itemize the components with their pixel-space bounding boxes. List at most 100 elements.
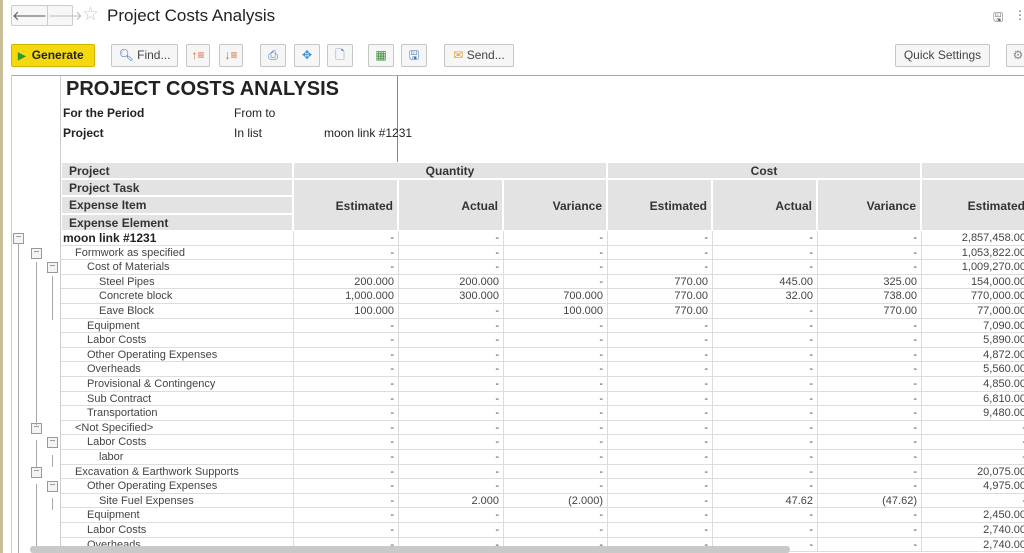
cell: - — [817, 435, 921, 450]
cell: - — [817, 245, 921, 261]
table-row[interactable]: Formwork as specified - - - - - -1,053,822.00 — [61, 245, 1024, 261]
row-label: Site Fuel Expenses — [99, 494, 194, 507]
table-row[interactable]: labor------- — [61, 450, 1024, 465]
cell: - — [712, 464, 817, 480]
table-row[interactable]: Labor Costs------- — [61, 435, 1024, 450]
tree-line — [52, 276, 53, 320]
tree-line — [52, 455, 53, 467]
row-label: Provisional & Contingency — [87, 378, 216, 390]
cell: - — [607, 318, 712, 334]
cell: - — [398, 391, 503, 407]
table-row[interactable]: moon link #1231- - - - - -2,857,458.00 — [61, 231, 1024, 246]
cell: - — [293, 391, 398, 407]
collapse-toggle-icon[interactable]: − — [47, 262, 58, 274]
row-label: Transportation — [87, 407, 158, 420]
settings-icon[interactable]: ⚙ — [1006, 44, 1024, 67]
column-header: Actual — [712, 179, 817, 231]
preview-button[interactable]: 🗋 — [327, 44, 353, 67]
collapse-toggle-icon[interactable]: − — [47, 481, 58, 493]
table-row[interactable]: Equipment - - - - - -7,090.00 — [61, 318, 1024, 334]
table-row[interactable]: Cost of Materials - - - - - -1,009,270.00 — [61, 260, 1024, 275]
cell: 100.000 — [293, 304, 398, 319]
cell: - — [817, 347, 921, 363]
cell: - — [607, 406, 712, 421]
cell: 300.000 — [398, 289, 503, 304]
cell: 770.00 — [607, 289, 712, 304]
cell: 4,850.00 — [921, 377, 1024, 392]
back-button[interactable]: 🡐 — [12, 8, 47, 23]
find-button[interactable]: 🔍︎ Find... — [111, 44, 178, 67]
cell: 32.00 — [712, 289, 817, 304]
cell: - — [293, 508, 398, 523]
cell: - — [712, 260, 817, 275]
cell: 1,000.000 — [293, 289, 398, 304]
table-row[interactable]: Provisional & Contingency - - - - - -4,850.00 — [61, 377, 1024, 392]
save-button[interactable]: 🖫 — [401, 44, 427, 67]
cell: - — [503, 464, 607, 480]
table-row[interactable]: Sub Contract - - - - - -6,810.00 — [61, 391, 1024, 407]
cell: 1,053,822.00 — [921, 245, 1024, 261]
expand-all-button[interactable]: ↑≡ — [186, 44, 210, 67]
forward-button[interactable]: 🡒 — [46, 6, 83, 25]
collapse-toggle-icon[interactable]: − — [31, 466, 42, 478]
cell: - — [503, 260, 607, 275]
collapse-toggle-icon[interactable]: − — [31, 247, 42, 259]
edit-table-button[interactable]: ▦ — [368, 44, 394, 67]
cell: - — [293, 435, 398, 450]
table-row[interactable]: Equipment - - - - - -2,450.00 — [61, 508, 1024, 523]
more-icon[interactable]: ⋮ — [1014, 8, 1024, 22]
cell: (2.000) — [503, 493, 607, 509]
cell: - — [293, 406, 398, 421]
cell: - — [817, 450, 921, 465]
send-button[interactable]: ✉ Send... — [444, 44, 514, 67]
cell: - — [712, 479, 817, 494]
table-row[interactable]: Steel Pipes 200.000 200.000-770.00 445.00 32… — [61, 274, 1024, 290]
table-row[interactable]: Labor Costs - - - - - -2,740.00 — [61, 523, 1024, 538]
table-row[interactable]: Other Operating Expenses - - - - - -4,872.00 — [61, 347, 1024, 363]
table-row[interactable]: Site Fuel Expenses -2.000 (2.000) -47.62 (47… — [61, 493, 1024, 509]
cell: - — [293, 420, 398, 436]
collapse-toggle-icon[interactable]: − — [47, 437, 58, 449]
window-title: Project Costs Analysis — [107, 6, 276, 25]
cell: - — [293, 333, 398, 348]
quick-settings-button[interactable]: Quick Settings — [895, 44, 990, 67]
tree-line — [18, 243, 19, 553]
cell: - — [817, 420, 921, 436]
spacer — [293, 162, 295, 164]
cell: - — [712, 435, 817, 450]
favorite-star-icon[interactable]: ☆ — [82, 4, 100, 25]
cell: - — [293, 260, 398, 275]
save-icon[interactable]: 🖫 — [993, 10, 1004, 24]
table-row[interactable]: Concrete block 1,000.000 300.000 700.000 770… — [61, 289, 1024, 304]
cell: - — [607, 333, 712, 348]
generate-button[interactable]: ▶ Generate — [11, 44, 95, 67]
cell: - — [503, 318, 607, 334]
move-icon[interactable]: ✥ — [294, 44, 320, 67]
cell: - — [712, 333, 817, 348]
cell: - — [398, 318, 503, 334]
table-row[interactable]: Other Operating Expenses - - - - - -4,975.00 — [61, 479, 1024, 494]
cell: 770,000.00 — [921, 289, 1024, 304]
cell: 200.000 — [293, 274, 398, 290]
cell: - — [607, 464, 712, 480]
row-label: Equipment — [87, 319, 140, 332]
dimension-header: Project — [61, 162, 293, 180]
dimension-header: Project Task — [61, 179, 293, 197]
cell: - — [817, 231, 921, 246]
table-row[interactable]: Excavation & Earthwork Supports - - - - - -20,… — [61, 464, 1024, 480]
print-button[interactable]: ⎙ — [260, 44, 286, 67]
cell: 325.00 — [817, 274, 921, 290]
table-row[interactable]: <Not Specified>------- — [61, 420, 1024, 436]
cell: - — [712, 450, 817, 465]
table-row[interactable]: Eave Block 100.000-100.000 770.00-770.00 77… — [61, 304, 1024, 319]
cell: - — [921, 450, 1024, 465]
table-row[interactable]: Overheads - - - - - -5,560.00 — [61, 362, 1024, 377]
cell: - — [503, 406, 607, 421]
cell: - — [607, 231, 712, 246]
collapse-all-button[interactable]: ↓≡ — [219, 44, 243, 67]
table-row[interactable]: Transportation - - - - - -9,480.00 — [61, 406, 1024, 421]
table-row[interactable]: Labor Costs - - - - - -5,890.00 — [61, 333, 1024, 348]
tree-line — [52, 498, 53, 510]
cell: - — [293, 231, 398, 246]
horizontal-scrollbar[interactable] — [30, 546, 790, 553]
